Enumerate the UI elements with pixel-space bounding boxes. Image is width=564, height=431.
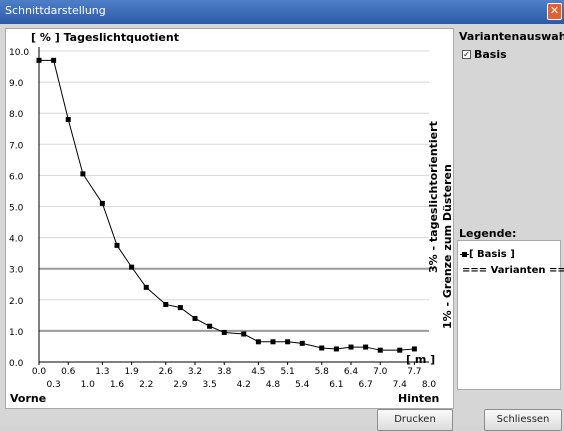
x-tick-label-upper: 7.0 xyxy=(373,367,388,377)
grid-lines xyxy=(39,50,429,363)
basis-checkbox[interactable]: ✓ xyxy=(462,50,471,59)
x-tick-label-upper: 3.2 xyxy=(188,367,202,377)
data-point xyxy=(99,200,105,206)
x-tick-label-upper: 3.8 xyxy=(217,367,232,377)
y-tick-label: 0.0 xyxy=(9,359,24,369)
x-tick-label-lower: 8.0 xyxy=(422,380,437,390)
x-tick-label-upper: 6.4 xyxy=(344,367,359,377)
legend-entry-label: [ Basis ] xyxy=(469,249,515,260)
y-tick-label: 9.0 xyxy=(9,79,24,89)
data-point xyxy=(36,57,42,63)
data-point xyxy=(348,344,354,350)
data-point xyxy=(143,284,149,290)
data-point xyxy=(80,171,86,177)
x-tick-label-lower: 4.8 xyxy=(266,380,281,390)
series-marker-icon xyxy=(460,252,469,257)
series-line xyxy=(39,59,415,351)
data-point xyxy=(207,323,213,329)
x-right-label: Hinten xyxy=(398,392,439,405)
x-tick-label-upper: 4.5 xyxy=(251,367,265,377)
y-tick-label: 3.0 xyxy=(9,266,24,276)
y-tick-label: 1.0 xyxy=(9,328,24,338)
data-series xyxy=(36,57,417,353)
x-tick-label-lower: 4.2 xyxy=(237,380,251,390)
legend-entry-basis: [ Basis ] xyxy=(460,249,515,260)
x-tick-label-lower: 1.0 xyxy=(81,380,96,390)
x-tick-label-upper: 5.8 xyxy=(315,367,330,377)
chart-title: [ % ] Tageslichtquotient xyxy=(31,31,179,44)
legend-box: [ Basis ] === Varianten === xyxy=(457,240,564,390)
x-tick-label-lower: 7.4 xyxy=(393,380,408,390)
data-point xyxy=(299,340,305,346)
variant-label: Basis xyxy=(474,48,507,61)
x-tick-label-lower: 1.6 xyxy=(110,380,125,390)
data-point xyxy=(285,339,291,345)
x-axis-label: [ m ] xyxy=(406,353,435,366)
y-tick-label: 5.0 xyxy=(9,204,24,214)
legend-entry-variants: === Varianten === xyxy=(462,265,564,276)
axes: 0.0 1.0 2.0 3.0 4.0 5.0 6.0 7.0 8.0 9.0 10.0 0.0 0.6… xyxy=(9,47,436,390)
daylight-chart: 0.0 1.0 2.0 3.0 4.0 5.0 6.0 7.0 8.0 9.0 10.0 0.0 0.6… xyxy=(9,31,454,405)
x-tick-label-upper: 1.3 xyxy=(95,367,109,377)
x-tick-label-upper: 1.9 xyxy=(124,367,139,377)
y-tick-label: 6.0 xyxy=(9,172,24,182)
x-tick-label-lower: 6.1 xyxy=(329,380,343,390)
x-left-label: Vorne xyxy=(10,392,46,405)
y-tick-label: 10.0 xyxy=(9,48,29,58)
x-tick-label-lower: 2.9 xyxy=(173,380,188,390)
data-point xyxy=(65,116,71,122)
data-point xyxy=(163,301,169,307)
y-tick-label: 7.0 xyxy=(9,141,24,151)
x-tick-label-lower: 6.7 xyxy=(358,380,372,390)
variant-item-basis[interactable]: ✓ Basis xyxy=(462,48,507,61)
data-point xyxy=(192,315,198,321)
data-point xyxy=(114,242,120,248)
data-point xyxy=(319,345,325,351)
data-point xyxy=(177,305,183,311)
x-tick-label-lower: 0.3 xyxy=(46,380,60,390)
y-tick-label: 4.0 xyxy=(9,235,24,245)
x-tick-label-lower: 3.5 xyxy=(202,380,216,390)
data-point xyxy=(51,57,57,63)
chart-panel: 0.0 1.0 2.0 3.0 4.0 5.0 6.0 7.0 8.0 9.0 10.0 0.0 0.6… xyxy=(5,28,454,409)
x-tick-label-upper: 5.1 xyxy=(280,367,294,377)
data-point xyxy=(129,264,135,270)
data-point xyxy=(241,331,247,337)
data-point xyxy=(221,329,227,335)
data-point xyxy=(333,346,339,352)
title-bar[interactable]: Schnittdarstellung ✕ xyxy=(0,0,564,24)
variant-selection-title: Variantenauswahl: xyxy=(459,30,564,43)
legend-entry-label: === Varianten === xyxy=(462,265,564,276)
reference-1-label: 1% - Grenze zum Düsteren xyxy=(441,164,454,329)
reference-lines xyxy=(39,267,429,332)
y-tick-label: 2.0 xyxy=(9,297,24,307)
x-tick-label-upper: 0.0 xyxy=(32,367,47,377)
print-button[interactable]: Drucken xyxy=(377,409,453,431)
data-point xyxy=(270,339,276,345)
x-tick-label-upper: 7.7 xyxy=(407,367,421,377)
close-icon[interactable]: ✕ xyxy=(547,3,562,20)
x-tick-label-upper: 0.6 xyxy=(61,367,76,377)
data-point xyxy=(363,344,369,350)
x-tick-label-lower: 2.2 xyxy=(139,380,153,390)
window-title: Schnittdarstellung xyxy=(5,4,106,17)
data-point xyxy=(255,339,261,345)
x-tick-label-upper: 2.6 xyxy=(159,367,174,377)
data-point xyxy=(411,346,417,352)
reference-3-label: 3% - tageslichtorientiert xyxy=(427,121,440,273)
data-point xyxy=(377,347,383,353)
legend-title: Legende: xyxy=(459,227,517,240)
close-button[interactable]: Schliessen xyxy=(484,409,562,431)
y-tick-label: 8.0 xyxy=(9,110,24,120)
data-point xyxy=(397,347,403,353)
x-tick-label-lower: 5.4 xyxy=(295,380,310,390)
